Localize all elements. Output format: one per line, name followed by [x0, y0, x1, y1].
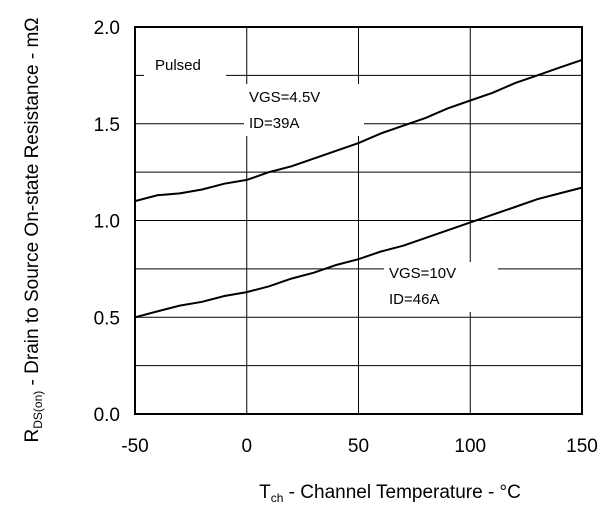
series-1-label-bg [244, 84, 364, 136]
y-axis-title: RDS(on) - Drain to Source On-state Resis… [22, 18, 45, 443]
series-1-label-id: ID=39A [249, 115, 299, 132]
x-axis-title-main: T [259, 482, 271, 503]
series-line-1 [134, 58, 583, 203]
y-axis-title-rest: - Drain to Source On-state Resistance - … [22, 18, 43, 391]
series-line-2 [134, 186, 583, 319]
x-axis-title-sub: ch [271, 491, 284, 505]
x-axis-title: Tch - Channel Temperature - °C [259, 482, 521, 505]
y-axis-title-sub: DS(on) [31, 391, 45, 429]
x-tick-labels: -50 0 50 100 150 [121, 436, 598, 457]
y-tick-label: 1.5 [94, 115, 120, 136]
y-tick-label: 2.0 [94, 18, 120, 39]
y-axis-title-main: R [22, 429, 43, 443]
x-tick-label: -50 [121, 436, 148, 457]
series-2-label-vgs: VGS=10V [389, 265, 456, 282]
y-tick-label: 0.5 [94, 308, 120, 329]
x-tick-label: 50 [348, 436, 369, 457]
x-tick-label: 150 [566, 436, 598, 457]
series-lines [134, 58, 583, 319]
series-2-label-id: ID=46A [389, 291, 439, 308]
pulsed-label: Pulsed [155, 57, 201, 74]
series-1-label-vgs: VGS=4.5V [249, 89, 320, 106]
y-tick-label: 0.0 [94, 405, 120, 426]
x-tick-label: 0 [241, 436, 252, 457]
plot-frame [134, 26, 583, 415]
x-tick-label: 100 [454, 436, 486, 457]
annotations: Pulsed VGS=4.5V ID=39A VGS=10V ID=46A [144, 52, 498, 312]
pulsed-label-bg [144, 52, 226, 76]
y-tick-labels: 0.0 0.5 1.0 1.5 2.0 [94, 18, 120, 426]
y-tick-label: 1.0 [94, 212, 120, 233]
series-2-label-bg [384, 262, 498, 312]
x-axis-title-rest: - Channel Temperature - °C [283, 482, 520, 503]
